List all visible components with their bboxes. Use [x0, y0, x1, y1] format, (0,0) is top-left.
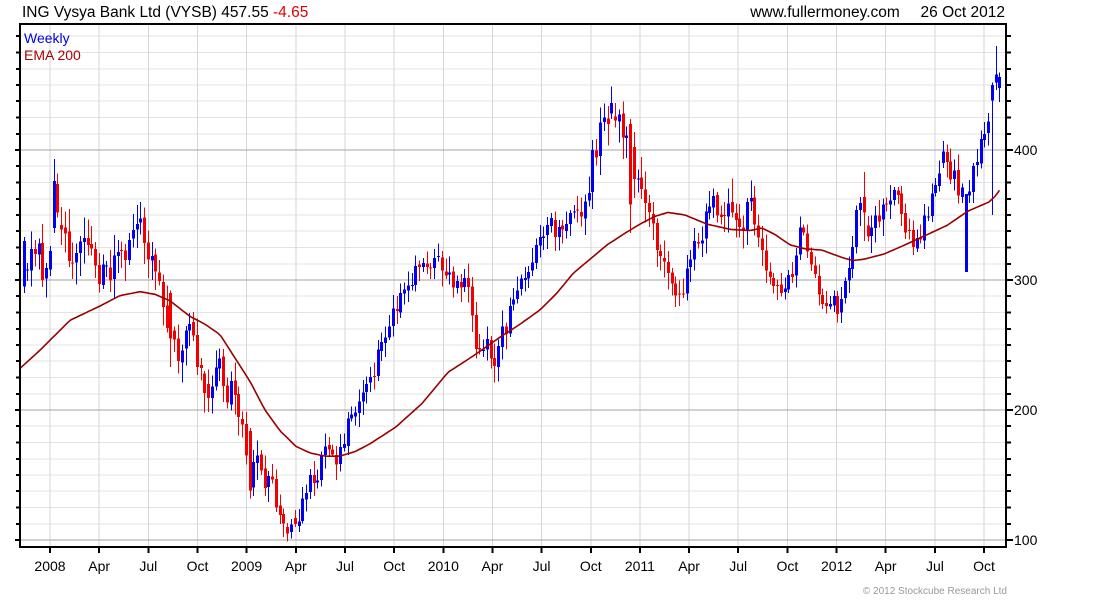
svg-text:2012: 2012 — [821, 558, 852, 574]
svg-text:2009: 2009 — [231, 558, 262, 574]
svg-text:Apr: Apr — [285, 558, 307, 574]
svg-text:200: 200 — [1014, 402, 1038, 418]
svg-text:Apr: Apr — [482, 558, 504, 574]
svg-text:Oct: Oct — [777, 558, 799, 574]
svg-text:www.fullermoney.com: www.fullermoney.com — [749, 4, 900, 21]
svg-text:2008: 2008 — [34, 558, 65, 574]
svg-text:Oct: Oct — [973, 558, 995, 574]
svg-text:300: 300 — [1014, 272, 1038, 288]
svg-text:2010: 2010 — [428, 558, 459, 574]
svg-text:400: 400 — [1014, 142, 1038, 158]
svg-text:Jul: Jul — [926, 558, 944, 574]
svg-text:Apr: Apr — [678, 558, 700, 574]
svg-text:2011: 2011 — [625, 558, 655, 574]
svg-text:EMA 200: EMA 200 — [24, 47, 81, 63]
svg-text:Oct: Oct — [383, 558, 405, 574]
svg-text:Oct: Oct — [187, 558, 209, 574]
svg-text:Oct: Oct — [580, 558, 602, 574]
svg-text:ING Vysya Bank Ltd (VYSB) 457.: ING Vysya Bank Ltd (VYSB) 457.55 -4.65 — [22, 4, 308, 21]
svg-text:Jul: Jul — [533, 558, 551, 574]
svg-text:Apr: Apr — [875, 558, 897, 574]
svg-text:Jul: Jul — [729, 558, 747, 574]
svg-text:26 Oct 2012: 26 Oct 2012 — [921, 4, 1005, 21]
svg-text:Apr: Apr — [88, 558, 110, 574]
svg-text:100: 100 — [1014, 532, 1038, 548]
svg-text:Jul: Jul — [336, 558, 354, 574]
svg-text:© 2012 Stockcube Research Ltd: © 2012 Stockcube Research Ltd — [863, 586, 1007, 597]
svg-text:Weekly: Weekly — [24, 30, 70, 46]
svg-text:Jul: Jul — [139, 558, 157, 574]
